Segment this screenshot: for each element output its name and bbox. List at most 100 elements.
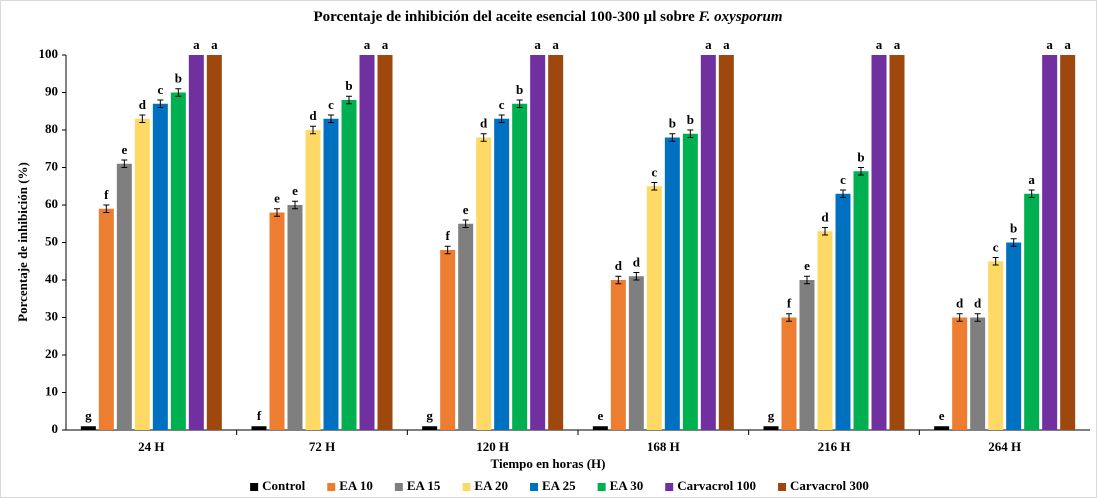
error-bar [1028,189,1035,198]
significance-letter: e [274,191,280,206]
bar [646,186,662,430]
bar [530,55,546,430]
y-tick-label: 80 [45,121,58,136]
error-bar [274,208,280,217]
error-bar [615,275,622,285]
legend-swatch [665,483,674,491]
bar [458,223,474,430]
bar [512,103,528,430]
error-bar [858,167,864,176]
significance-letter: f [787,296,792,311]
significance-letter: d [821,209,829,224]
significance-letter: c [157,82,163,97]
error-bar [669,133,676,142]
significance-letter: b [516,82,523,97]
x-tick-label: 24 H [138,439,164,454]
significance-letter: d [974,296,982,311]
legend-label: Control [262,478,305,493]
significance-letter: d [480,116,488,131]
y-axis-title: Porcentaje de inhibición (%) [15,162,30,322]
significance-letter: c [840,172,846,187]
significance-letter: c [651,164,657,179]
bar [1006,242,1022,430]
x-axis-title: Tiempo en horas (H) [491,456,606,471]
legend-swatch [597,483,606,491]
legend-label: EA 10 [339,478,373,493]
error-bar [822,227,828,236]
bar [853,171,869,430]
significance-letter: a [382,37,389,52]
significance-letter: a [1046,37,1053,52]
error-bar [444,245,451,255]
bar [871,55,887,430]
legend-label: Carvacrol 100 [677,478,756,493]
significance-letter: f [445,228,450,243]
significance-letter: b [669,116,676,131]
significance-letter: d [139,97,147,112]
error-bar [310,125,316,135]
error-bar [974,313,981,322]
x-tick-label: 264 H [988,439,1021,454]
significance-letter: c [499,97,505,112]
bar [323,118,339,430]
error-bar [840,189,846,198]
x-tick-label: 168 H [647,439,680,454]
bar [952,317,968,430]
significance-letter: a [552,37,559,52]
bar [592,426,608,430]
legend-label: EA 25 [542,478,576,493]
significance-letter: a [364,37,371,52]
significance-letter: b [1010,221,1017,236]
y-tick-label: 60 [45,196,58,211]
significance-letter: a [723,37,730,52]
y-tick-label: 30 [45,308,58,323]
bar [988,261,1004,430]
bar [341,100,357,430]
bar [287,205,303,430]
y-tick-label: 20 [45,346,58,361]
x-tick-label: 72 H [309,439,335,454]
error-bar [157,99,164,108]
bar [476,137,492,430]
legend-swatch [250,483,259,491]
y-tick-label: 10 [45,383,58,398]
legend-label: EA 30 [610,478,644,493]
bar [305,130,321,430]
legend-swatch [462,483,471,491]
legend-swatch [530,483,539,491]
x-tick-label: 216 H [818,439,851,454]
significance-letter: g [426,408,433,423]
y-tick-label: 90 [45,83,58,98]
error-bar [292,200,298,210]
error-bar [346,95,352,105]
bar [934,426,950,430]
bar [835,193,851,430]
title-italic: F. oxysporum [698,9,783,25]
significance-letter: e [463,202,469,217]
error-bar [633,272,640,281]
error-bar [992,257,999,266]
legend-label: Carvacrol 300 [790,478,869,493]
bar [206,55,222,430]
bar [664,137,680,430]
error-bar [687,129,694,138]
error-bar [103,204,110,213]
legend-swatch [778,483,787,491]
error-bar [121,159,128,168]
significance-letter: e [939,408,945,423]
significance-letter: c [993,239,999,254]
y-tick-label: 0 [52,421,59,436]
significance-letter: a [705,37,712,52]
significance-letter: a [1028,172,1035,187]
error-bar [175,88,182,97]
bar [170,92,186,430]
bar [116,163,132,430]
error-bar [328,114,334,123]
chart-title: Porcentaje de inhibición del aceite esen… [313,9,782,25]
bar [1024,193,1040,430]
bar [251,426,267,430]
bar [1042,55,1058,430]
significance-letter: a [1064,37,1071,52]
significance-letter: d [615,258,623,273]
error-bar [651,182,658,191]
